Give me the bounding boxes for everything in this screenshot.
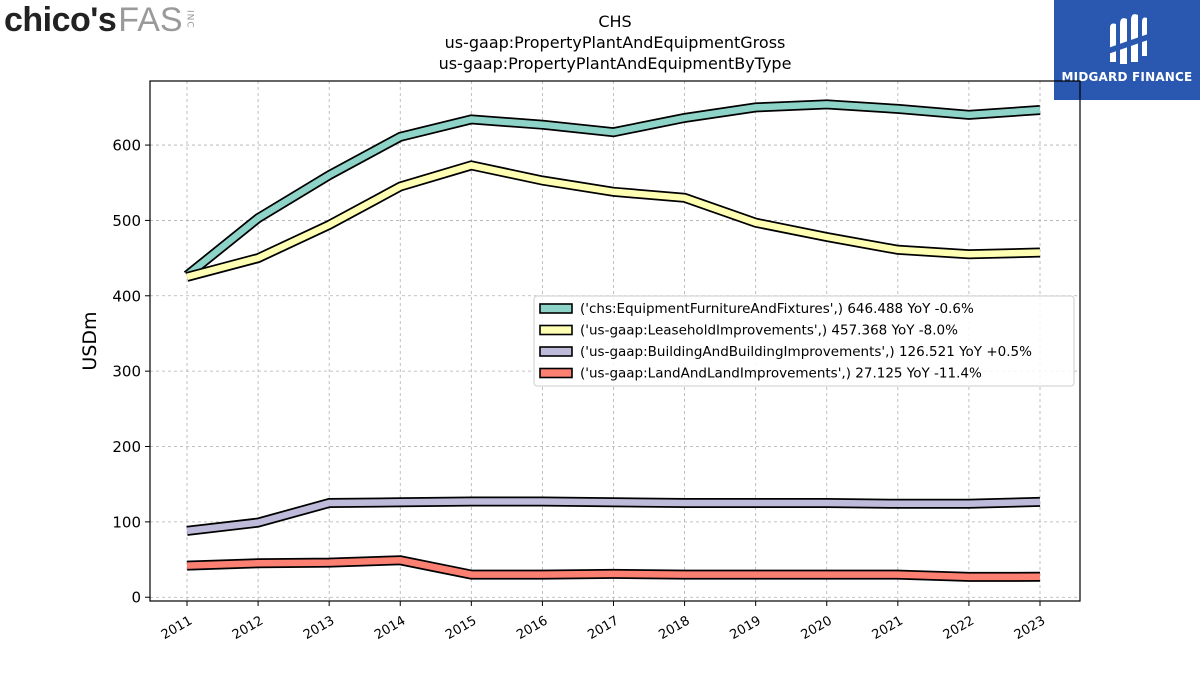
series-lines [183, 99, 1041, 582]
x-tick-label: 2023 [1012, 613, 1048, 643]
legend-swatch [539, 346, 573, 357]
series-line [186, 498, 1041, 535]
midgard-emblem-icon [1108, 14, 1148, 65]
y-tick-label: 100 [112, 513, 141, 531]
legend-entry: ('us-gaap:LeaseholdImprovements',) 457.3… [580, 323, 958, 339]
logo-text-inc: INC [184, 10, 195, 29]
legend-entry: ('us-gaap:BuildingAndBuildingImprovement… [580, 344, 1032, 360]
x-tick-label: 2021 [870, 613, 906, 643]
x-tick-label: 2012 [230, 613, 266, 643]
x-tick-label: 2013 [301, 613, 337, 643]
plot-frame [149, 80, 1081, 602]
y-tick-label: 0 [131, 589, 141, 607]
x-tick-label: 2022 [941, 613, 977, 643]
x-axis: 2011 2012 2013 2014 2015 2016 2017 2018 2019 2020… [159, 601, 1048, 643]
legend: ('chs:EquipmentFurnitureAndFixtures',) 6… [533, 295, 1075, 387]
x-tick-label: 2018 [656, 613, 692, 643]
y-tick-label: 400 [112, 287, 141, 305]
y-tick-label: 200 [112, 438, 141, 456]
y-tick-label: 300 [112, 363, 141, 381]
y-tick-label: 600 [112, 137, 141, 155]
chart-title: CHS us-gaap:PropertyPlantAndEquipmentGros… [439, 12, 792, 73]
logo-text-main: chico's [4, 1, 117, 39]
x-tick-label: 2016 [514, 613, 550, 643]
x-tick-label: 2019 [728, 613, 764, 643]
legend-swatch [539, 303, 573, 314]
chart-title-line: us-gaap:PropertyPlantAndEquipmentGross [445, 33, 786, 52]
midgard-finance-logo: MIDGARD FINANCE [1054, 0, 1200, 100]
x-tick-label: 2020 [799, 613, 835, 643]
legend-entry: ('us-gaap:LandAndLandImprovements',) 27.… [580, 366, 982, 382]
series-line [184, 101, 1041, 278]
y-tick-label: 500 [112, 212, 141, 230]
legend-swatch [539, 367, 573, 379]
legend-box [533, 295, 1075, 387]
chart-title-line: CHS [598, 12, 631, 31]
midgard-finance-name: MIDGARD FINANCE [1061, 70, 1193, 84]
x-tick-label: 2017 [585, 613, 621, 643]
y-axis-label: USDm [79, 311, 101, 370]
x-tick-label: 2011 [159, 613, 195, 643]
x-tick-label: 2014 [372, 613, 408, 643]
logo-text-suffix: FAS [118, 1, 183, 39]
chart-title-line: us-gaap:PropertyPlantAndEquipmentByType [439, 54, 792, 73]
series-line [186, 557, 1041, 581]
y-axis: 0 100 200 300 400 500 600 [112, 137, 150, 607]
series-line [186, 162, 1041, 281]
legend-entry: ('chs:EquipmentFurnitureAndFixtures',) 6… [580, 301, 974, 317]
x-tick-label: 2015 [443, 613, 479, 643]
chicos-fas-logo: chico's FAS INC [4, 2, 195, 38]
legend-swatch [539, 324, 573, 336]
